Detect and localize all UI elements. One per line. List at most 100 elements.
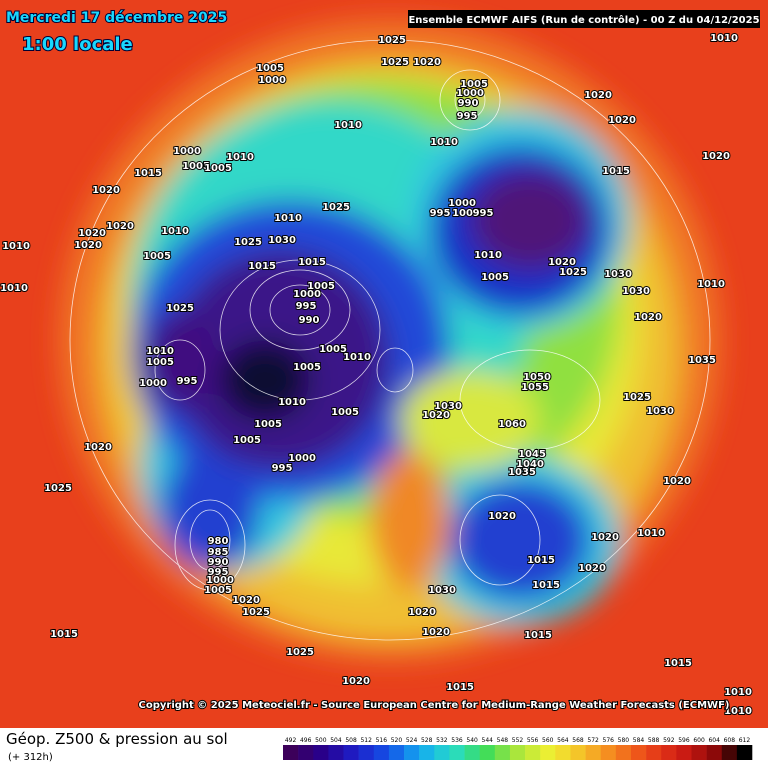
isobar-label: 1040	[516, 459, 544, 470]
legend-swatch	[736, 745, 753, 760]
isobar-label: 990	[208, 557, 229, 568]
legend-label: 572	[587, 737, 599, 744]
isobar-label: 1025	[234, 237, 262, 248]
date: Mercredi 17 décembre 2025	[6, 10, 227, 26]
isobar-label: 1030	[622, 286, 650, 297]
isobar-label: 1055	[521, 382, 549, 393]
isobar-label: 1025	[242, 607, 270, 618]
isobar-label: 1005	[460, 79, 488, 90]
legend-label: 576	[603, 737, 615, 744]
isobar-label: 1010	[161, 226, 189, 237]
legend-swatch	[494, 745, 511, 760]
isobar-label: 1020	[232, 595, 260, 606]
legend-label: 524	[406, 737, 418, 744]
isobar-label: 1015	[664, 658, 692, 669]
model-box	[408, 10, 760, 28]
legend-swatch	[676, 745, 692, 760]
isobar-label: 1005	[481, 272, 509, 283]
isobar-label: 1015	[602, 166, 630, 177]
isobar-label: 1010	[278, 397, 306, 408]
legend-swatch	[464, 745, 480, 760]
legend-swatch	[343, 745, 359, 760]
legend-label: 492	[285, 737, 297, 744]
legend-label: 520	[391, 737, 403, 744]
colorbar: 492 496 500 504 508 512 516 520 524 528 532 536 540 5…	[283, 737, 753, 760]
legend-label: 560	[542, 737, 554, 744]
legend-label: 540	[466, 737, 478, 744]
isobar-label: 1000	[173, 146, 201, 157]
local-time: 1:00 locale	[22, 34, 133, 55]
isobar-label: 1030	[268, 235, 296, 246]
isobar-label: 1005	[146, 357, 174, 368]
isobar-label: 1025	[44, 483, 72, 494]
isobar-label: 1005	[182, 161, 210, 172]
isobar-label: 1030	[646, 406, 674, 417]
legend-swatch	[600, 745, 617, 760]
isobar-label: 1025	[559, 267, 587, 278]
isobar-label: 1020	[663, 476, 691, 487]
isobar-label: 1020	[591, 532, 619, 543]
isobar-label: 995	[272, 463, 293, 474]
legend-swatch	[298, 745, 314, 760]
isobar-label: 1020	[488, 511, 516, 522]
isobar-label: 995	[457, 111, 478, 122]
product-title: Géop. Z500 & pression au sol	[6, 730, 228, 748]
legend-swatch	[449, 745, 465, 760]
isobar-label: 1015	[50, 629, 78, 640]
legend-swatch	[555, 745, 571, 760]
isobar-label: 1005	[319, 344, 347, 355]
isobar-label: 1000	[206, 575, 234, 586]
isobar-label: 1035	[688, 355, 716, 366]
isobar-label: 1000	[258, 75, 286, 86]
isobar-label: 1020	[413, 57, 441, 68]
legend-swatch	[509, 745, 526, 760]
isobar-label: 1010	[724, 706, 752, 717]
isobar-label: 1000	[139, 378, 167, 389]
isobar-label: 1005	[293, 362, 321, 373]
isobar-label: 1000	[288, 453, 316, 464]
legend-label: 600	[693, 737, 705, 744]
legend-label: 508	[345, 737, 357, 744]
isobar-label: 1015	[248, 261, 276, 272]
legend-swatch	[630, 745, 647, 760]
isobar-label: 1035	[508, 467, 536, 478]
isobar-label: 990	[299, 315, 320, 326]
legend-label: 500	[315, 737, 327, 744]
geopotential-field	[0, 0, 768, 728]
isobar-label: 1020	[608, 115, 636, 126]
isobar-label: 1025	[286, 647, 314, 658]
legend-swatch	[525, 745, 541, 760]
isobar-label: 995	[473, 208, 494, 219]
isobar-label: 1015	[298, 257, 326, 268]
isobar-label: 1050	[523, 372, 551, 383]
isobar-label: 985	[208, 547, 229, 558]
legend-label: 592	[663, 737, 675, 744]
legend-swatch	[585, 745, 602, 760]
legend-label: 584	[633, 737, 645, 744]
isobar-label: 1010	[343, 352, 371, 363]
isobar-label: 1010	[710, 33, 738, 44]
legend-swatch	[706, 745, 723, 760]
isobar-label: 1025	[378, 35, 406, 46]
legend-label: 504	[330, 737, 342, 744]
isobar-label: 1020	[422, 410, 450, 421]
legend-label: 608	[724, 737, 736, 744]
isobar-label: 1020	[584, 90, 612, 101]
legend-swatch	[570, 745, 586, 760]
isobar-label: 1045	[518, 449, 546, 460]
isobar-label: 1000	[456, 88, 484, 99]
isobar-label: 1005	[254, 419, 282, 430]
isobar-label: 1005	[331, 407, 359, 418]
legend-swatch	[661, 745, 677, 760]
isobar-label: 1010	[724, 687, 752, 698]
isobar-label: 1025	[322, 202, 350, 213]
isobar-label: 1000	[293, 289, 321, 300]
isobar-label: 1020	[74, 240, 102, 251]
isobar-label: 1015	[527, 555, 555, 566]
legend-label: 532	[436, 737, 448, 744]
isobar-label: 1010	[474, 250, 502, 261]
isobar-label: 1005	[233, 435, 261, 446]
isobar-label: 1025	[166, 303, 194, 314]
